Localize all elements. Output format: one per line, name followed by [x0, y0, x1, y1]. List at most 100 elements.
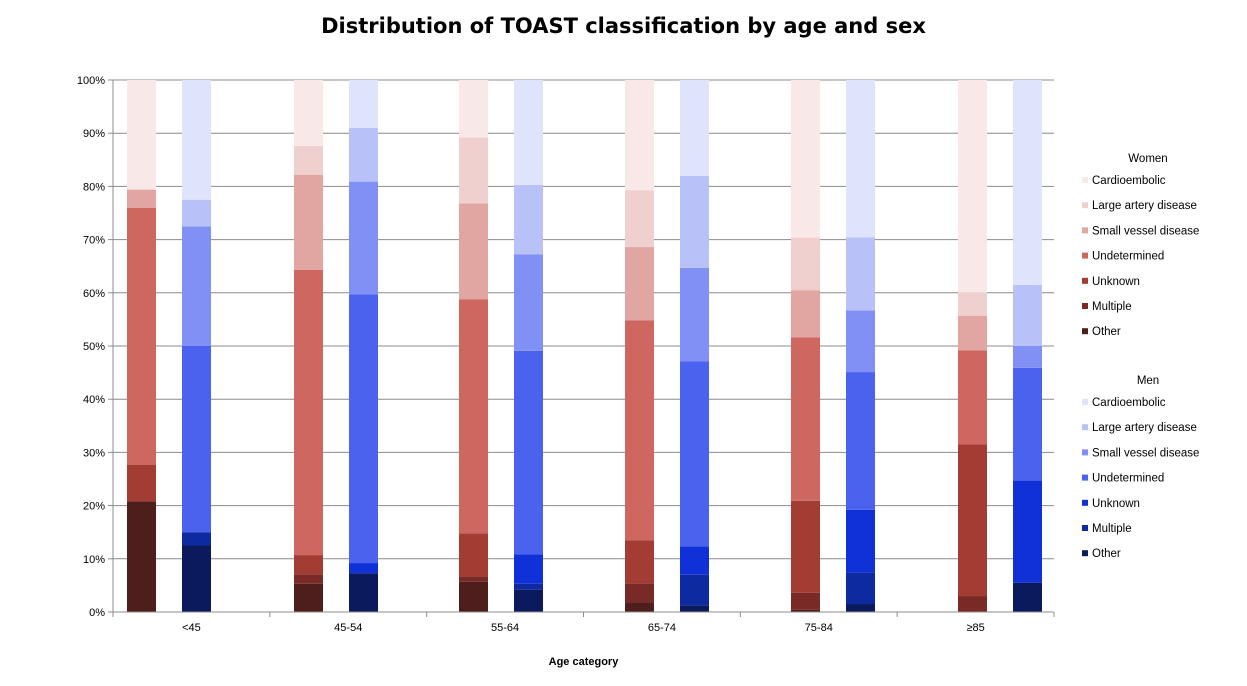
- legend-swatch-men-large-artery-disease: [1082, 424, 1088, 431]
- legend-group-title: Men: [1137, 375, 1159, 387]
- bar-men-multiple: [680, 574, 709, 606]
- bar-women-cardioembolic: [459, 80, 488, 138]
- bar-women-cardioembolic: [958, 80, 987, 293]
- bar-men-small-vessel-disease: [1013, 346, 1042, 368]
- axis-layer: 0% 10% 20% 30% 40% 50% 60% 70% 80% 90% 100% <45 45-5…: [77, 75, 1055, 668]
- bar-men-other: [182, 545, 211, 612]
- y-tick-label: 40%: [83, 394, 105, 406]
- bar-women-cardioembolic: [791, 80, 820, 238]
- bar-women-unknown: [127, 464, 156, 502]
- x-axis-title: Age category: [549, 656, 620, 668]
- bar-women-unknown: [625, 540, 654, 584]
- bar-women-unknown: [791, 500, 820, 593]
- bar-women-unknown: [459, 533, 488, 577]
- bar-layer: [127, 80, 1042, 612]
- bar-women-other: [625, 602, 654, 612]
- bar-women-large-artery-disease: [958, 292, 987, 316]
- legend-label-men-other: Other: [1092, 548, 1121, 560]
- legend-swatch-men-undetermined: [1082, 474, 1088, 481]
- bar-men-multiple: [514, 583, 543, 590]
- bar-women-unknown: [958, 444, 987, 597]
- bar-men-cardioembolic: [182, 80, 211, 200]
- bar-women-small-vessel-disease: [459, 203, 488, 300]
- bar-men-other: [349, 573, 378, 612]
- legend-label-men-cardioembolic: Cardioembolic: [1092, 397, 1166, 409]
- bar-men-other: [514, 589, 543, 612]
- bar-men-undetermined: [1013, 367, 1042, 481]
- bar-men-multiple: [846, 572, 875, 605]
- bar-women-multiple: [625, 583, 654, 603]
- bar-men-small-vessel-disease: [349, 181, 378, 295]
- bar-men-unknown: [349, 563, 378, 574]
- bar-women-undetermined: [127, 207, 156, 465]
- bar-women-large-artery-disease: [294, 145, 323, 175]
- bar-women-small-vessel-disease: [294, 174, 323, 270]
- legend-swatch-women-multiple: [1082, 303, 1088, 309]
- bar-men-small-vessel-disease: [846, 310, 875, 373]
- y-tick-label: 30%: [83, 447, 105, 459]
- bar-men-cardioembolic: [846, 80, 875, 238]
- bar-men-cardioembolic: [514, 80, 543, 185]
- bar-men-cardioembolic: [680, 80, 709, 176]
- y-tick-label: 100%: [77, 75, 105, 87]
- bar-women-undetermined: [791, 337, 820, 501]
- bar-men-other: [846, 604, 875, 612]
- legend-label-men-large-artery-disease: Large artery disease: [1092, 422, 1197, 434]
- bar-men-large-artery-disease: [1013, 284, 1042, 346]
- bar-men-undetermined: [514, 350, 543, 555]
- bar-women-undetermined: [459, 299, 488, 534]
- x-tick-label: 65-74: [648, 622, 676, 634]
- bar-women-multiple: [791, 592, 820, 610]
- bar-men-unknown: [514, 554, 543, 584]
- y-tick-label: 20%: [83, 501, 105, 513]
- bar-men-other: [680, 605, 709, 612]
- legend-label-women-other: Other: [1092, 326, 1121, 338]
- bar-men-cardioembolic: [1013, 80, 1042, 285]
- bar-men-cardioembolic: [349, 80, 378, 128]
- bar-men-multiple: [182, 532, 211, 546]
- legend-label-men-undetermined: Undetermined: [1092, 473, 1164, 485]
- bar-women-other: [127, 501, 156, 612]
- legend-swatch-women-unknown: [1082, 277, 1088, 284]
- x-tick-label: 75-84: [805, 622, 833, 634]
- bar-women-small-vessel-disease: [958, 315, 987, 351]
- legend-swatch-women-large-artery-disease: [1082, 202, 1088, 209]
- legend-label-men-small-vessel-disease: Small vessel disease: [1092, 447, 1199, 459]
- bar-men-unknown: [846, 509, 875, 573]
- y-tick-label: 70%: [83, 235, 105, 247]
- legend-label-women-small-vessel-disease: Small vessel disease: [1092, 225, 1199, 237]
- legend-swatch-men-multiple: [1082, 525, 1088, 531]
- bar-women-other: [294, 583, 323, 612]
- bar-men-undetermined: [182, 346, 211, 533]
- bar-men-large-artery-disease: [846, 237, 875, 311]
- legend-swatch-women-cardioembolic: [1082, 177, 1088, 183]
- y-tick-label: 0%: [89, 607, 105, 619]
- y-tick-label: 10%: [83, 554, 105, 566]
- bar-women-cardioembolic: [294, 80, 323, 146]
- bar-women-small-vessel-disease: [127, 189, 156, 208]
- grid-layer: [113, 79, 1054, 560]
- bar-women-undetermined: [625, 320, 654, 541]
- legend-swatch-women-undetermined: [1082, 252, 1088, 259]
- x-tick-label: 55-64: [491, 622, 519, 634]
- bar-women-cardioembolic: [127, 80, 156, 190]
- bar-women-undetermined: [294, 269, 323, 556]
- bar-men-large-artery-disease: [680, 175, 709, 268]
- bar-women-large-artery-disease: [625, 190, 654, 248]
- bar-women-other: [459, 581, 488, 612]
- bar-women-unknown: [294, 555, 323, 575]
- legend-label-women-undetermined: Undetermined: [1092, 251, 1164, 263]
- bar-women-other: [791, 609, 820, 612]
- legend-label-women-unknown: Unknown: [1092, 276, 1140, 288]
- bar-women-multiple: [294, 574, 323, 584]
- bar-men-small-vessel-disease: [182, 226, 211, 346]
- x-tick-label: ≥85: [966, 622, 984, 634]
- bar-men-undetermined: [680, 361, 709, 547]
- bar-men-undetermined: [349, 294, 378, 564]
- legend-swatch-men-other: [1082, 550, 1088, 557]
- legend-label-women-cardioembolic: Cardioembolic: [1092, 175, 1166, 187]
- x-tick-label: 45-54: [334, 622, 362, 634]
- bar-men-large-artery-disease: [514, 184, 543, 255]
